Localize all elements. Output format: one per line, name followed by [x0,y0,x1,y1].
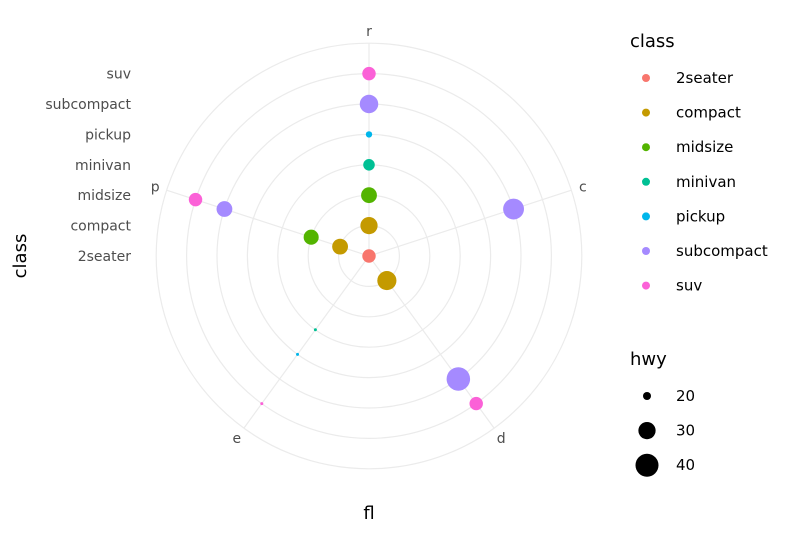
size-legend-label: 20 [676,387,695,405]
data-point [363,159,375,171]
color-legend-label: subcompact [676,242,768,260]
data-point [362,249,376,263]
size-legend-label: 30 [676,422,695,440]
grid-circle [155,42,583,470]
color-legend-label: pickup [676,207,725,225]
data-point [313,328,317,332]
color-legend-key [642,281,650,290]
color-legend: class 2seater compact midsize minivan pickup… [630,31,768,295]
color-legend-key [642,247,650,255]
color-legend-title: class [630,31,675,52]
data-point [332,238,348,255]
color-legend-key [642,177,650,186]
angle-tick-label: d [497,431,506,447]
color-legend-key [642,212,650,221]
size-legend-key [635,453,659,477]
radius-tick-label: compact [70,219,131,235]
size-legend-key [638,421,656,440]
angle-tick-label: c [579,180,587,196]
color-legend-key [642,74,650,82]
color-legend-label: compact [676,104,741,122]
radius-tick-label: subcompact [45,97,131,113]
data-point [446,367,471,391]
size-legend-key [643,392,651,400]
data-point [361,187,377,204]
angle-tick-label: p [151,180,160,196]
x-axis-title: fl [363,503,374,524]
data-point [503,198,525,220]
angle-tick-label: r [366,24,372,40]
color-legend-label: minivan [676,173,736,191]
radius-tick-label: pickup [85,127,131,143]
color-legend-label: 2seater [676,69,734,87]
data-point [360,216,378,235]
data-point [377,271,397,291]
color-legend-label: suv [676,277,702,295]
angle-spoke [368,189,572,257]
size-legend-title: hwy [630,349,667,370]
data-point [362,66,376,81]
radius-tick-label: midsize [77,188,131,204]
angle-tick-labels: c d e p r [151,24,587,447]
color-legend-key [642,143,650,152]
data-point [359,94,379,114]
data-point [296,352,300,356]
data-point [365,131,373,138]
size-legend: hwy 20 30 40 [630,349,695,477]
angle-tick-label: e [233,431,242,447]
y-axis-title: class [10,234,31,279]
radius-tick-labels: 2seater compact midsize minivan pickup subcom… [45,67,131,265]
angle-spoke [243,255,370,429]
color-legend-label: midsize [676,138,733,156]
data-point [303,229,319,245]
data-point [260,402,264,406]
radius-tick-label: 2seater [78,249,131,265]
radius-tick-label: minivan [75,158,131,174]
data-point [188,192,203,207]
data-points [188,66,525,411]
color-legend-key [642,108,650,117]
data-point [469,396,483,411]
data-point [216,201,233,217]
radius-tick-label: suv [107,67,131,83]
size-legend-label: 40 [676,456,695,474]
